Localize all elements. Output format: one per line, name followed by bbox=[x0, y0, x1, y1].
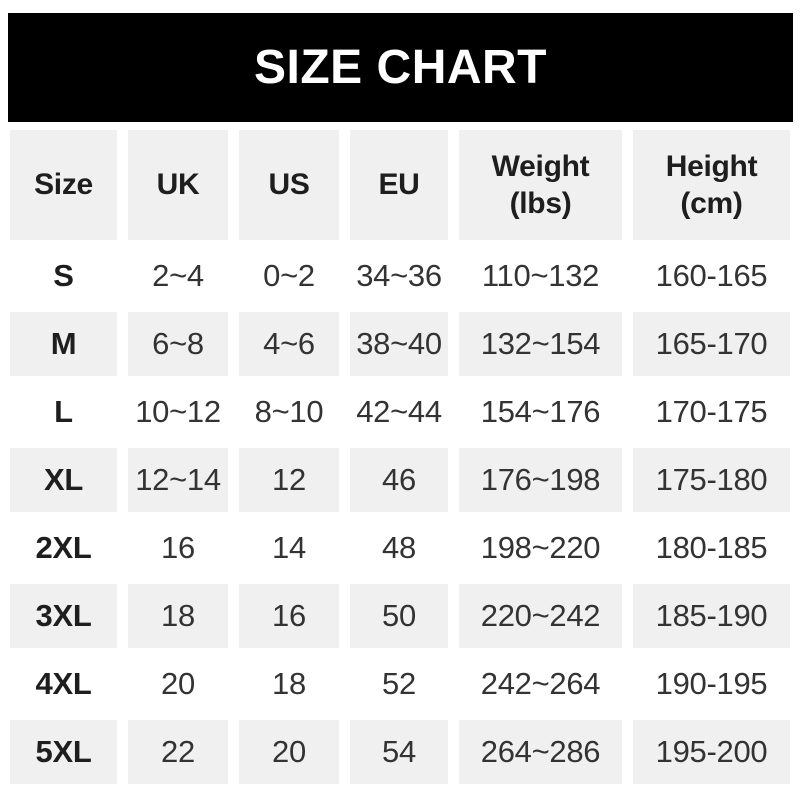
row-value-cell: 2~4 bbox=[152, 257, 204, 293]
size-table: Size UK US EU Weight (lbs) Height (cm) S 2~4 0~2… bbox=[10, 130, 790, 784]
row-size-cell: S bbox=[53, 257, 74, 293]
row-value-cell: 12~14 bbox=[128, 448, 228, 512]
header-cell-size: Size bbox=[10, 130, 117, 240]
row-value-cell: 52 bbox=[382, 665, 416, 701]
row-value-cell: 264~286 bbox=[459, 720, 622, 784]
row-value-cell: 22 bbox=[128, 720, 228, 784]
row-value-cell: 12 bbox=[239, 448, 339, 512]
row-value-cell: 198~220 bbox=[480, 529, 601, 565]
row-value-cell: 165-170 bbox=[633, 312, 790, 376]
row-size-cell: 3XL bbox=[10, 584, 117, 648]
row-value-cell: 154~176 bbox=[480, 393, 601, 429]
header-cell-weight: Weight (lbs) bbox=[459, 130, 622, 240]
row-value-cell: 20 bbox=[161, 665, 195, 701]
row-value-cell: 132~154 bbox=[459, 312, 622, 376]
row-value-cell: 220~242 bbox=[459, 584, 622, 648]
row-value-cell: 195-200 bbox=[633, 720, 790, 784]
row-value-cell: 54 bbox=[350, 720, 448, 784]
row-value-cell: 6~8 bbox=[128, 312, 228, 376]
row-size-cell: XL bbox=[10, 448, 117, 512]
row-value-cell: 42~44 bbox=[356, 393, 442, 429]
row-value-cell: 18 bbox=[128, 584, 228, 648]
row-value-cell: 18 bbox=[272, 665, 306, 701]
row-value-cell: 176~198 bbox=[459, 448, 622, 512]
row-value-cell: 34~36 bbox=[356, 257, 442, 293]
row-size-cell: M bbox=[10, 312, 117, 376]
row-value-cell: 14 bbox=[272, 529, 306, 565]
header-cell-height: Height (cm) bbox=[633, 130, 790, 240]
row-value-cell: 38~40 bbox=[350, 312, 448, 376]
row-value-cell: 4~6 bbox=[239, 312, 339, 376]
row-value-cell: 242~264 bbox=[480, 665, 601, 701]
header-cell-eu: EU bbox=[350, 130, 448, 240]
row-value-cell: 50 bbox=[350, 584, 448, 648]
header-cell-uk: UK bbox=[128, 130, 228, 240]
row-value-cell: 0~2 bbox=[263, 257, 315, 293]
row-size-cell: 5XL bbox=[10, 720, 117, 784]
row-value-cell: 175-180 bbox=[633, 448, 790, 512]
row-value-cell: 180-185 bbox=[655, 529, 768, 565]
row-size-cell: 2XL bbox=[35, 529, 92, 565]
row-value-cell: 16 bbox=[239, 584, 339, 648]
row-size-cell: 4XL bbox=[35, 665, 92, 701]
row-value-cell: 110~132 bbox=[481, 257, 600, 293]
row-value-cell: 160-165 bbox=[655, 257, 768, 293]
row-value-cell: 16 bbox=[161, 529, 195, 565]
row-value-cell: 20 bbox=[239, 720, 339, 784]
row-value-cell: 46 bbox=[350, 448, 448, 512]
title-banner: SIZE CHART bbox=[8, 13, 793, 122]
row-value-cell: 10~12 bbox=[135, 393, 221, 429]
row-value-cell: 185-190 bbox=[633, 584, 790, 648]
row-value-cell: 48 bbox=[382, 529, 416, 565]
header-cell-us: US bbox=[239, 130, 339, 240]
row-value-cell: 8~10 bbox=[254, 393, 324, 429]
row-value-cell: 170-175 bbox=[655, 393, 768, 429]
row-value-cell: 190-195 bbox=[655, 665, 768, 701]
page-title: SIZE CHART bbox=[254, 41, 547, 94]
row-size-cell: L bbox=[54, 393, 73, 429]
